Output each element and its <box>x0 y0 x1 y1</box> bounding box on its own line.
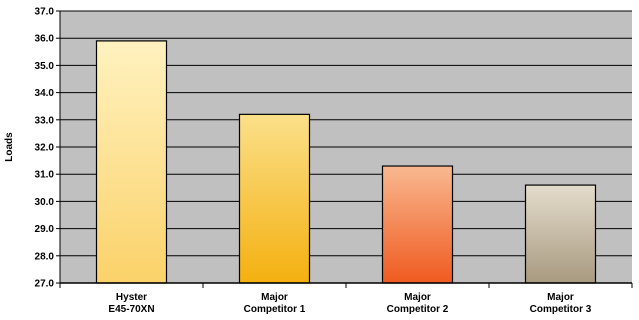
x-category-label: Major <box>547 292 574 303</box>
axes <box>59 11 633 288</box>
x-category-label: Competitor 3 <box>530 304 592 315</box>
y-tick-label: 34.0 <box>35 88 55 99</box>
bars <box>95 40 597 284</box>
x-category-label: Competitor 2 <box>387 304 449 315</box>
y-tick-label: 35.0 <box>35 61 55 72</box>
y-tick-label: 33.0 <box>35 115 55 126</box>
bar-3 <box>381 165 454 284</box>
bar-4 <box>524 184 597 284</box>
bar-1 <box>95 40 168 284</box>
y-tick-label: 30.0 <box>35 197 55 208</box>
y-tick-label: 27.0 <box>35 279 55 290</box>
y-tick-label: 32.0 <box>35 143 55 154</box>
bar-2 <box>238 113 311 284</box>
y-axis-tick-labels: 27.0 28.0 29.0 30.0 31.0 32.0 33.0 34.0 35.0 36.0… <box>35 7 55 290</box>
y-tick-label: 31.0 <box>35 170 55 181</box>
x-category-label: E45-70XN <box>108 304 154 315</box>
y-tick-label: 36.0 <box>35 34 55 45</box>
y-tick-label: 28.0 <box>35 251 55 262</box>
x-category-label: Hyster <box>116 292 147 303</box>
y-tick-label: 37.0 <box>35 7 55 18</box>
y-axis-title: Loads <box>4 132 15 162</box>
x-category-label: Competitor 1 <box>244 304 306 315</box>
x-category-label: Major <box>404 292 431 303</box>
y-tick-label: 29.0 <box>35 224 55 235</box>
x-category-label: Major <box>261 292 288 303</box>
